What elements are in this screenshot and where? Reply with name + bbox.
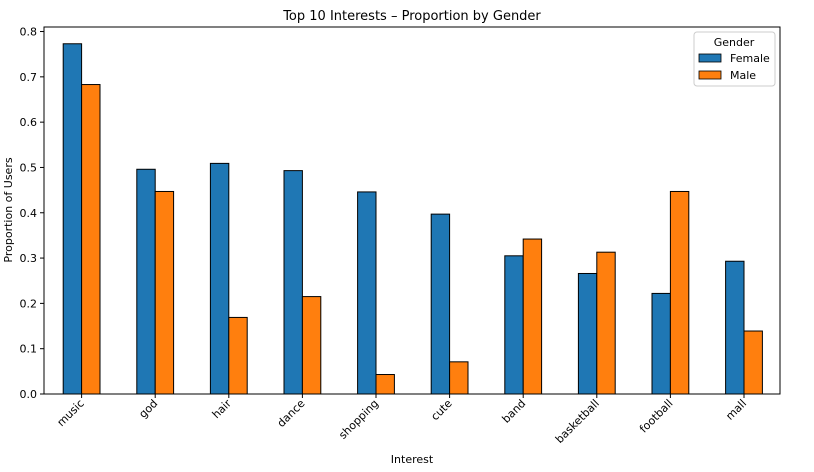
bar-male-band xyxy=(522,238,543,395)
legend-swatch-male xyxy=(698,70,722,80)
bar-female-basketball xyxy=(577,272,598,395)
legend-label-male: Male xyxy=(730,69,756,82)
bar-female-music xyxy=(62,43,83,395)
y-tick-label: 0.7 xyxy=(20,71,38,84)
y-tick-label: 0.8 xyxy=(20,26,38,39)
bar-male-basketball xyxy=(596,251,616,395)
x-tick-label: god xyxy=(136,397,160,421)
x-tick-label: shopping xyxy=(336,397,381,442)
bar-male-hair xyxy=(228,316,248,395)
bar-male-mall xyxy=(743,330,763,395)
x-tick-label: cute xyxy=(428,397,454,423)
legend-label-female: Female xyxy=(730,52,770,65)
x-axis-label: Interest xyxy=(391,453,434,466)
y-axis-label: Proportion of Users xyxy=(2,157,15,262)
legend-swatch-female xyxy=(698,53,722,63)
y-tick-label: 0.2 xyxy=(20,297,38,310)
bar-female-hair xyxy=(209,162,230,395)
plot-frame xyxy=(43,26,781,395)
bar-female-football xyxy=(651,292,671,395)
bar-female-dance xyxy=(283,170,303,395)
bar-male-shopping xyxy=(375,374,395,395)
x-tick-label: dance xyxy=(275,397,308,430)
y-tick-label: 0.3 xyxy=(20,252,38,265)
legend: Gender Female Male xyxy=(693,31,776,87)
x-tick-label: football xyxy=(637,397,676,436)
x-tick-label: music xyxy=(55,397,87,429)
y-tick-label: 0.4 xyxy=(20,207,38,220)
bar-female-band xyxy=(504,255,524,395)
plot-area: 0.0 0.1 0.2 0.3 0.4 0.5 0.6 0.7 0.8 music god hair d… xyxy=(20,26,763,446)
bar-female-cute xyxy=(430,213,451,395)
bar-male-god xyxy=(154,190,175,395)
x-tick-label: mall xyxy=(723,397,749,423)
legend-title: Gender xyxy=(714,36,755,49)
bar-male-football xyxy=(669,190,690,395)
bar-female-mall xyxy=(725,260,745,395)
y-tick-label: 0.1 xyxy=(20,343,38,356)
bar-male-music xyxy=(81,84,101,395)
chart-title: Top 10 Interests – Proportion by Gender xyxy=(282,9,541,24)
bar-male-cute xyxy=(449,361,469,395)
y-tick-label: 0.6 xyxy=(20,116,38,129)
bar-male-dance xyxy=(301,296,322,395)
x-tick-label: band xyxy=(500,397,529,426)
y-tick-label: 0.5 xyxy=(20,161,38,174)
x-tick-label: hair xyxy=(210,397,235,422)
y-tick-label: 0.0 xyxy=(20,388,38,401)
bar-female-god xyxy=(136,168,156,395)
bar-female-shopping xyxy=(357,191,377,395)
x-tick-label: basketball xyxy=(553,397,602,446)
